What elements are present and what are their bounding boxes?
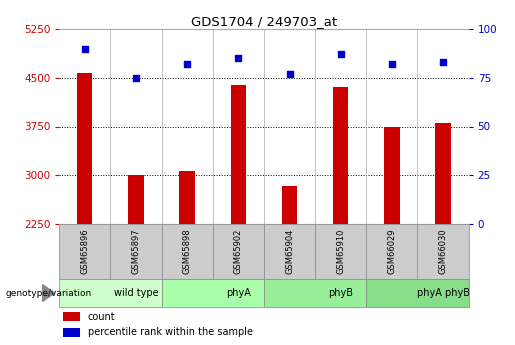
Text: GSM66030: GSM66030 <box>439 229 448 274</box>
Bar <box>213 224 264 279</box>
Point <box>183 61 191 67</box>
Bar <box>435 123 451 345</box>
Text: GSM65898: GSM65898 <box>183 229 192 274</box>
Bar <box>264 224 315 279</box>
Bar <box>77 73 93 345</box>
Bar <box>180 171 195 345</box>
Bar <box>282 186 297 345</box>
Text: percentile rank within the sample: percentile rank within the sample <box>88 327 253 337</box>
Bar <box>59 279 162 307</box>
Text: GSM66029: GSM66029 <box>387 229 397 274</box>
Text: wild type: wild type <box>114 288 158 298</box>
Bar <box>333 87 348 345</box>
Bar <box>366 224 418 279</box>
Bar <box>128 175 144 345</box>
Bar <box>418 224 469 279</box>
Point <box>337 52 345 57</box>
Text: genotype/variation: genotype/variation <box>5 288 91 297</box>
Text: count: count <box>88 312 115 322</box>
Bar <box>315 224 366 279</box>
Text: phyA: phyA <box>226 288 251 298</box>
Point <box>285 71 294 77</box>
Bar <box>110 224 162 279</box>
Polygon shape <box>43 285 55 302</box>
Point <box>81 46 89 51</box>
Point <box>388 61 396 67</box>
Point <box>234 56 243 61</box>
Text: phyA phyB: phyA phyB <box>417 288 470 298</box>
Bar <box>264 279 366 307</box>
Bar <box>366 279 469 307</box>
Bar <box>384 127 400 345</box>
Bar <box>162 224 213 279</box>
Text: GSM65910: GSM65910 <box>336 229 345 274</box>
Bar <box>63 312 80 322</box>
Text: GSM65897: GSM65897 <box>131 229 141 274</box>
Bar <box>59 224 110 279</box>
Point <box>439 59 447 65</box>
Point <box>132 75 140 80</box>
Bar <box>63 328 80 337</box>
Bar <box>231 85 246 345</box>
Text: GSM65896: GSM65896 <box>80 229 89 274</box>
Bar <box>162 279 264 307</box>
Text: GSM65902: GSM65902 <box>234 229 243 274</box>
Text: GSM65904: GSM65904 <box>285 229 294 274</box>
Title: GDS1704 / 249703_at: GDS1704 / 249703_at <box>191 15 337 28</box>
Text: phyB: phyB <box>328 288 353 298</box>
